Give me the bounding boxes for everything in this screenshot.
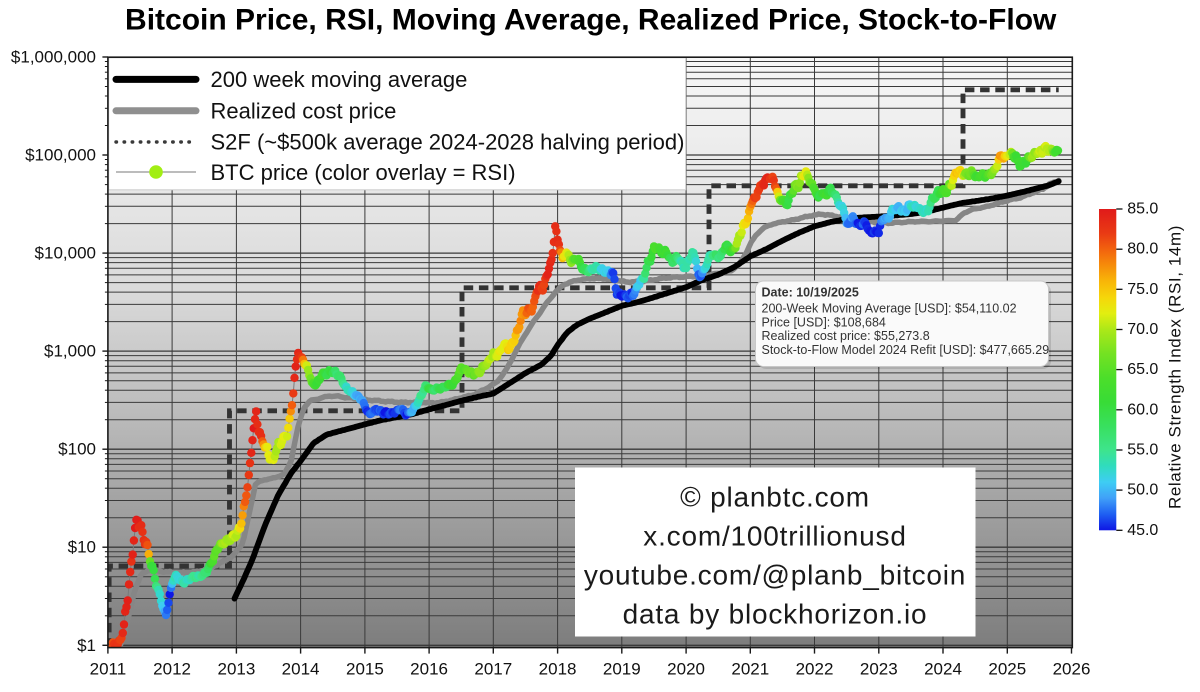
svg-text:$1,000,000: $1,000,000 [11,48,96,67]
svg-text:65.0: 65.0 [1127,361,1158,378]
svg-text:$100: $100 [58,440,96,459]
svg-text:2024: 2024 [924,660,962,679]
svg-text:200-Week Moving Average [USD]:: 200-Week Moving Average [USD]: $54,110.0… [762,302,1017,316]
svg-text:75.0: 75.0 [1127,281,1158,298]
svg-text:youtube.com/@planb_bitcoin: youtube.com/@planb_bitcoin [584,560,966,591]
svg-text:Realized cost price: $55,273.8: Realized cost price: $55,273.8 [762,329,930,343]
svg-text:Relative Strength Index (RSI,: Relative Strength Index (RSI, 14m) [1166,225,1185,509]
svg-text:2019: 2019 [603,660,641,679]
svg-text:50.0: 50.0 [1127,482,1158,499]
svg-text:2013: 2013 [217,660,255,679]
svg-text:S2F (~$500k average 2024-2028: S2F (~$500k average 2024-2028 halving pe… [211,130,685,155]
svg-text:200 week moving average: 200 week moving average [211,67,468,92]
svg-text:80.0: 80.0 [1127,241,1158,258]
svg-text:2026: 2026 [1053,660,1091,679]
svg-text:70.0: 70.0 [1127,321,1158,338]
svg-text:$10: $10 [68,538,96,557]
svg-text:2025: 2025 [988,660,1026,679]
svg-text:2011: 2011 [90,660,127,679]
svg-text:2014: 2014 [282,660,320,679]
svg-text:x.com/100trillionusd: x.com/100trillionusd [643,521,906,552]
svg-text:Date: 10/19/2025: Date: 10/19/2025 [762,286,859,300]
svg-text:$100,000: $100,000 [25,146,96,165]
svg-text:data by blockhorizon.io: data by blockhorizon.io [623,599,928,630]
svg-text:2018: 2018 [539,660,577,679]
svg-text:Price [USD]: $108,684: Price [USD]: $108,684 [762,315,886,329]
svg-text:BTC price (color overlay = RSI: BTC price (color overlay = RSI) [211,160,516,185]
svg-text:$1,000: $1,000 [44,342,96,361]
svg-text:2012: 2012 [153,660,191,679]
svg-text:$1: $1 [77,636,96,655]
svg-text:85.0: 85.0 [1127,201,1158,218]
svg-text:© planbtc.com: © planbtc.com [680,482,870,513]
svg-text:60.0: 60.0 [1127,401,1158,418]
svg-text:55.0: 55.0 [1127,442,1158,459]
svg-text:45.0: 45.0 [1127,522,1158,539]
svg-text:2022: 2022 [796,660,834,679]
svg-text:2021: 2021 [731,660,769,679]
svg-text:2020: 2020 [667,660,705,679]
svg-text:Realized cost price: Realized cost price [211,99,397,124]
svg-text:2017: 2017 [474,660,512,679]
svg-text:$10,000: $10,000 [35,244,96,263]
svg-text:Bitcoin Price, RSI, Moving Ave: Bitcoin Price, RSI, Moving Average, Real… [125,4,1057,37]
svg-text:2015: 2015 [346,660,384,679]
svg-text:2023: 2023 [860,660,898,679]
svg-text:Stock-to-Flow Model 2024 Refit: Stock-to-Flow Model 2024 Refit [USD]: $4… [762,343,1050,357]
svg-text:2016: 2016 [410,660,448,679]
